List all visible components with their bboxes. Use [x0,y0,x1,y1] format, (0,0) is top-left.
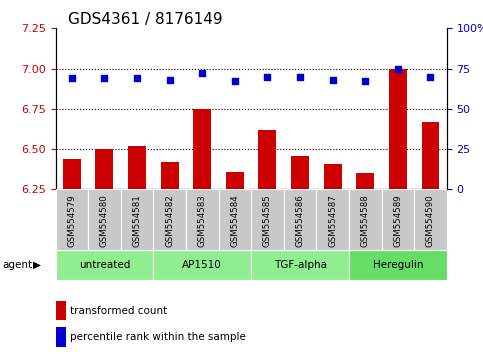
Text: TGF-alpha: TGF-alpha [273,259,327,270]
Bar [349,250,447,280]
Point [329,77,337,83]
Bar [128,146,146,189]
Text: GSM554588: GSM554588 [361,194,370,247]
Text: GSM554584: GSM554584 [230,194,240,247]
Text: AP1510: AP1510 [183,259,222,270]
Text: GSM554589: GSM554589 [393,194,402,247]
Bar [316,189,349,250]
Point [264,74,271,80]
Text: Heregulin: Heregulin [372,259,423,270]
Bar [414,189,447,250]
Bar [56,250,154,280]
Text: transformed count: transformed count [70,306,167,316]
Bar [251,250,349,280]
Text: GSM554579: GSM554579 [67,194,76,247]
Text: GSM554581: GSM554581 [132,194,142,247]
Bar [324,164,341,189]
Text: agent: agent [2,260,32,270]
Bar [56,189,88,250]
Text: GSM554583: GSM554583 [198,194,207,247]
Text: GSM554590: GSM554590 [426,194,435,247]
Text: GSM554585: GSM554585 [263,194,272,247]
Bar [154,250,251,280]
Point [394,66,402,72]
Bar [258,130,276,189]
Bar [291,155,309,189]
Text: untreated: untreated [79,259,130,270]
Point [296,74,304,80]
Bar [349,189,382,250]
Text: GSM554586: GSM554586 [296,194,305,247]
Text: percentile rank within the sample: percentile rank within the sample [70,332,246,342]
Point [133,75,141,81]
Bar [226,172,244,189]
Bar [186,189,218,250]
Bar [96,149,114,189]
Bar [389,69,407,189]
Point [231,79,239,84]
Text: GSM554587: GSM554587 [328,194,337,247]
Bar [251,189,284,250]
Text: GSM554580: GSM554580 [100,194,109,247]
Point [68,75,76,81]
Point [100,75,108,81]
Bar [422,122,440,189]
Text: GDS4361 / 8176149: GDS4361 / 8176149 [68,12,222,27]
Point [166,77,173,83]
Bar [63,159,81,189]
Bar [356,173,374,189]
Point [199,70,206,76]
Bar [284,189,316,250]
Text: ▶: ▶ [33,260,41,270]
Bar [161,162,179,189]
Point [361,79,369,84]
Text: GSM554582: GSM554582 [165,194,174,247]
Bar [193,109,211,189]
Bar [382,189,414,250]
Bar [121,189,154,250]
Bar [154,189,186,250]
Bar [88,189,121,250]
Bar [219,189,251,250]
Point [426,74,434,80]
